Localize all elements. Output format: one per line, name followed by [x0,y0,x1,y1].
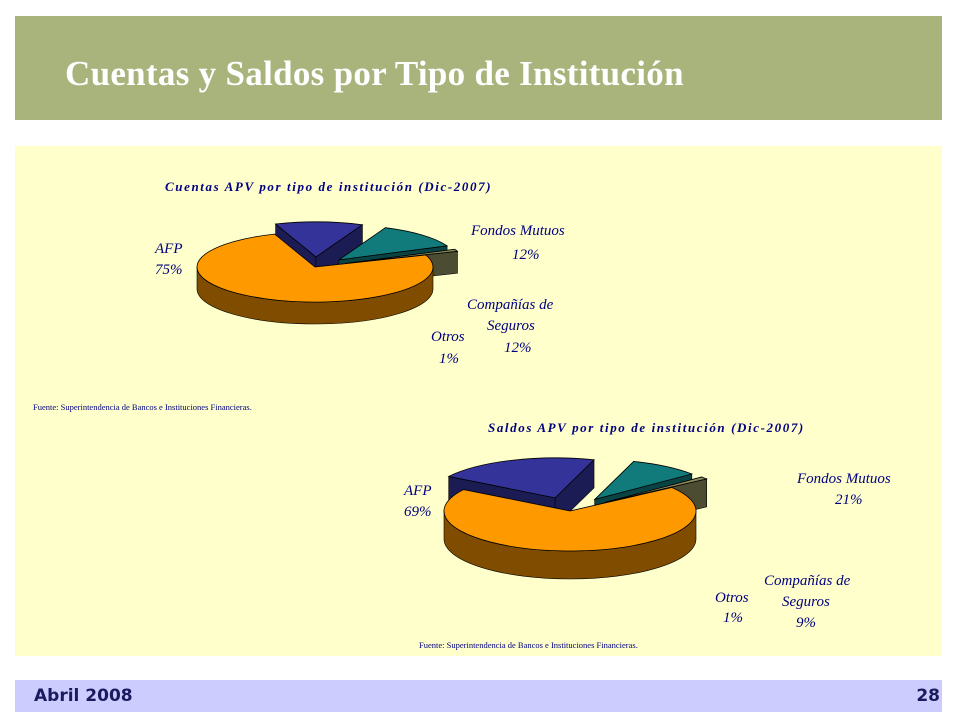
value-seguros-cuentas: 12% [504,340,532,356]
page-number: 28 [916,686,940,706]
title-band: Cuentas y Saldos por Tipo de Institución [15,16,942,120]
charts-svg: Cuentas APV por tipo de institución (Dic… [33,179,891,650]
value-seguros-saldos: 9% [796,615,816,631]
label-afp-saldos: AFP [403,483,432,499]
label-otros-saldos: Otros [715,590,749,606]
footer-date: Abril 2008 [34,686,133,706]
label-otros-cuentas: Otros [431,329,465,345]
chart-title-saldos: Saldos APV por tipo de institución (Dic-… [488,420,805,435]
label-seguros-cuentas-1: Compañías de [467,297,554,313]
slice-fondos-mutuos-saldos [447,457,595,499]
chart-panel: Cuentas APV por tipo de institución (Dic… [15,146,942,656]
label-seguros-saldos-1: Compañías de [764,573,851,589]
label-afp-cuentas: AFP [154,241,183,257]
label-fondos-cuentas: Fondos Mutuos [470,223,565,239]
footer-band: Abril 2008 28 [15,680,942,712]
source-note-saldos: Fuente: Superintendencia de Bancos e Ins… [419,640,638,650]
pie-saldos-slices [443,457,708,580]
slice-otros-saldos [604,476,708,503]
value-fondos-cuentas: 12% [512,247,540,263]
label-fondos-saldos: Fondos Mutuos [796,471,891,487]
value-afp-saldos: 69% [404,504,432,520]
label-seguros-cuentas-2: Seguros [487,318,535,334]
value-otros-cuentas: 1% [439,351,459,367]
pie-chart-saldos: Saldos APV por tipo de institución (Dic-… [403,420,891,650]
slice-companias-de-seguros-saldos [593,460,694,501]
chart-title-cuentas: Cuentas APV por tipo de institución (Dic… [165,179,492,194]
pie-cuentas-slices [196,221,459,325]
slice-companias-de-seguros-cuentas [338,227,449,261]
slice-afp-cuentas [196,233,434,303]
slice-otros-cuentas [346,248,459,264]
value-otros-saldos: 1% [723,610,743,626]
value-fondos-saldos: 21% [835,492,863,508]
slide-title: Cuentas y Saldos por Tipo de Institución [65,54,684,93]
slice-afp-saldos [443,487,697,552]
slice-fondos-mutuos-cuentas [274,221,364,258]
label-seguros-saldos-2: Seguros [782,594,830,610]
value-afp-cuentas: 75% [155,262,183,278]
pie-chart-cuentas: Cuentas APV por tipo de institución (Dic… [33,179,565,412]
source-note-cuentas: Fuente: Superintendencia de Bancos e Ins… [33,402,252,412]
